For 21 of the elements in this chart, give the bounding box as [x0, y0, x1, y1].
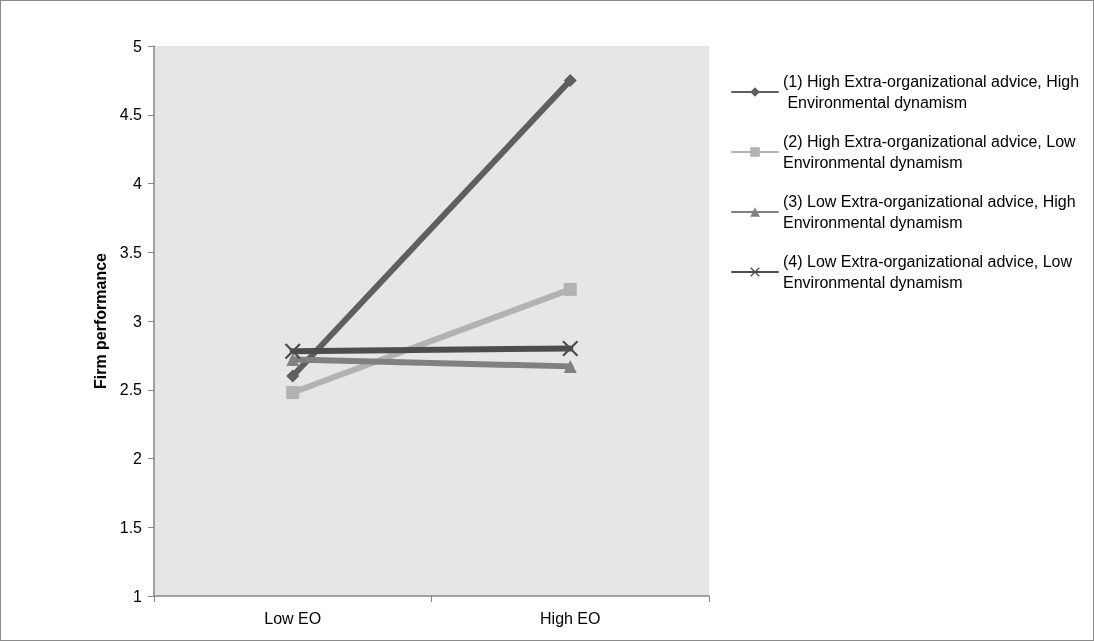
y-tick-label: 3.5 [119, 243, 143, 261]
legend-label: (3) Low Extra-organizational advice, High Environmental dynamism [783, 193, 1081, 231]
point [286, 369, 300, 383]
y-tick-label: 1 [133, 587, 143, 605]
y-axis-title: Firm performance [92, 252, 110, 390]
legend-label: (4) Low Extra-organizational advice, Low Environmental dynamism [783, 253, 1077, 291]
point [286, 386, 300, 399]
x-tick-label: High EO [540, 609, 601, 627]
y-tick-label: 3 [133, 312, 143, 330]
y-tick-label: 4.5 [119, 106, 143, 124]
y-tick-label: 4 [133, 175, 143, 192]
y-tick-label: 5 [133, 37, 143, 55]
legend-label: (1) High Extra-organizational advice, High Environmental dynamism [783, 73, 1080, 111]
point [562, 340, 579, 357]
y-tick-label: 2 [133, 450, 143, 467]
legend-label: (2) High Extra-organizational advice, Low Environmental dynamism [783, 133, 1081, 171]
y-tick-label: 2.5 [119, 381, 143, 399]
point [563, 73, 577, 87]
y-tick-label: 1.5 [119, 518, 143, 536]
x-tick-label: Low EO [264, 609, 322, 627]
point [563, 282, 577, 296]
